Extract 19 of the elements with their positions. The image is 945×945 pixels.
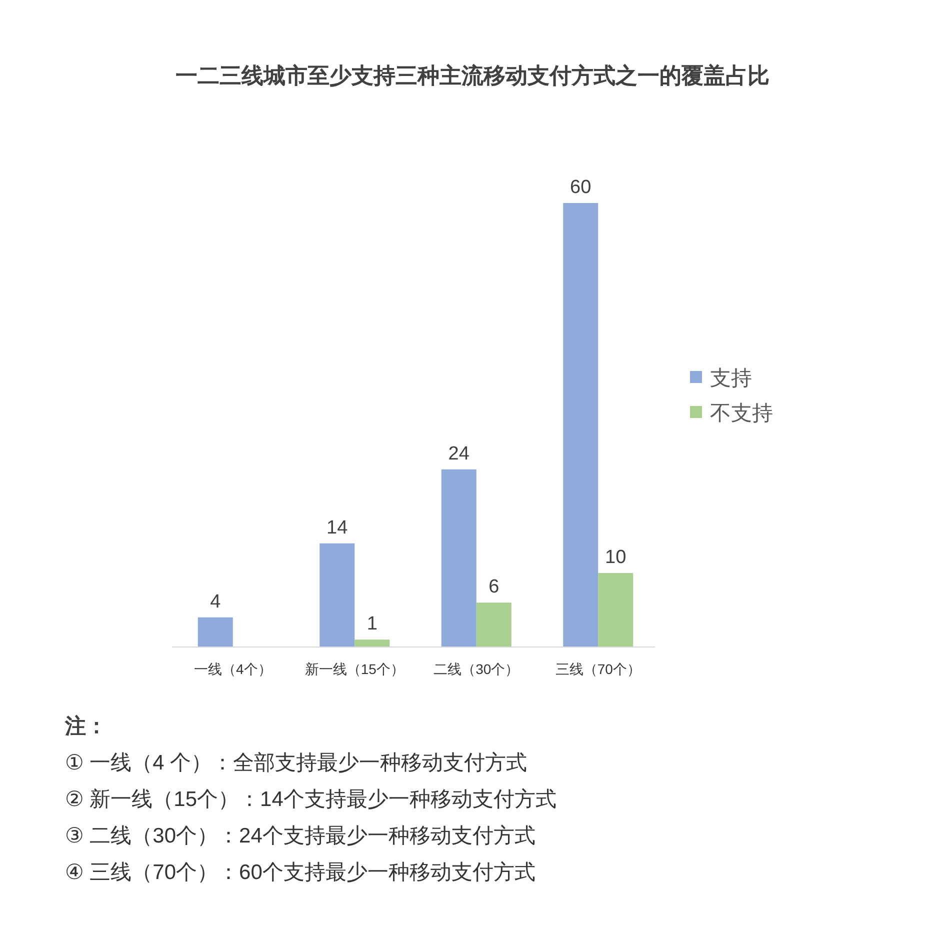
annotation: ④ 三线（70个）：60个支持最少一种移动支付方式 <box>65 861 536 884</box>
title: 一二三线城市至少支持三种主流移动支付方式之一的覆盖占比 <box>176 63 770 88</box>
x-tick-label: 三线（70个） <box>555 661 641 677</box>
data-label: 4 <box>210 591 221 612</box>
data-label: 10 <box>605 547 626 568</box>
x-tick-label: 新一线（15个） <box>304 661 404 677</box>
data-label: 1 <box>366 614 378 635</box>
annotation: ③ 二线（30个）：24个支持最少一种移动支付方式 <box>65 824 536 848</box>
data-label: 60 <box>570 177 592 198</box>
annotation: ① 一线（4 个）：全部支持最少一种移动支付方式 <box>65 752 528 774</box>
annotation: 注： <box>65 715 107 738</box>
annotation: ② 新一线（15个）：14个支持最少一种移动支付方式 <box>65 788 556 811</box>
data-label: 6 <box>488 576 500 598</box>
data-label: 14 <box>326 517 348 538</box>
data-label: 24 <box>448 443 470 464</box>
x-tick-label: 一线（4个） <box>194 661 272 677</box>
legend-label: 支持 <box>710 367 752 390</box>
legend-label: 不支持 <box>710 402 773 425</box>
x-tick-label: 二线（30个） <box>434 661 520 677</box>
